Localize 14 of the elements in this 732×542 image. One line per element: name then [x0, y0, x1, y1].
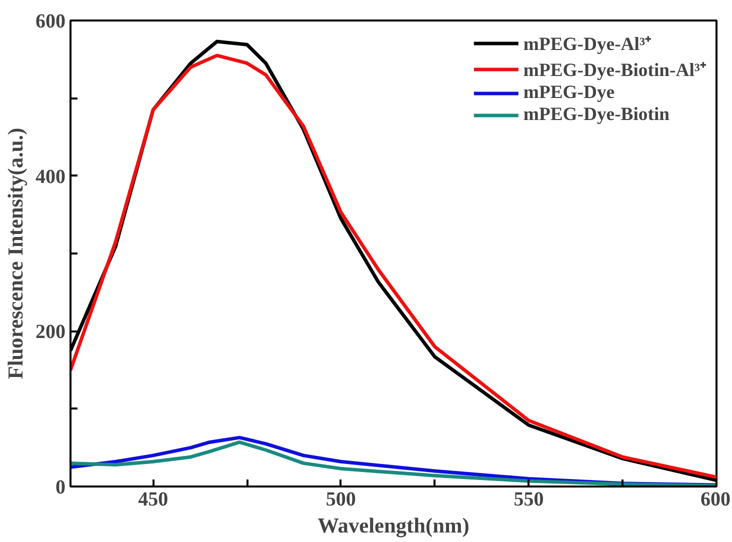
legend-label: mPEG-Dye-Biotin: [523, 104, 670, 126]
x-axis-title: Wavelength(nm): [318, 514, 470, 538]
y-axis-title: Fluorescence Intensity(a.u.): [4, 128, 28, 380]
x-tick-label: 600: [700, 488, 730, 510]
legend-label: mPEG-Dye-Al³⁺: [523, 33, 652, 56]
legend-label: mPEG-Dye: [523, 82, 615, 104]
x-tick-label: 550: [514, 488, 544, 510]
y-tick-label: 400: [36, 166, 66, 188]
y-tick-label: 0: [56, 476, 66, 498]
x-tick-label: 500: [326, 488, 356, 510]
y-tick-label: 600: [36, 10, 66, 32]
x-tick-label: 450: [138, 488, 168, 510]
legend-label: mPEG-Dye-Biotin-Al³⁺: [523, 59, 706, 82]
y-tick-label: 200: [36, 321, 66, 344]
